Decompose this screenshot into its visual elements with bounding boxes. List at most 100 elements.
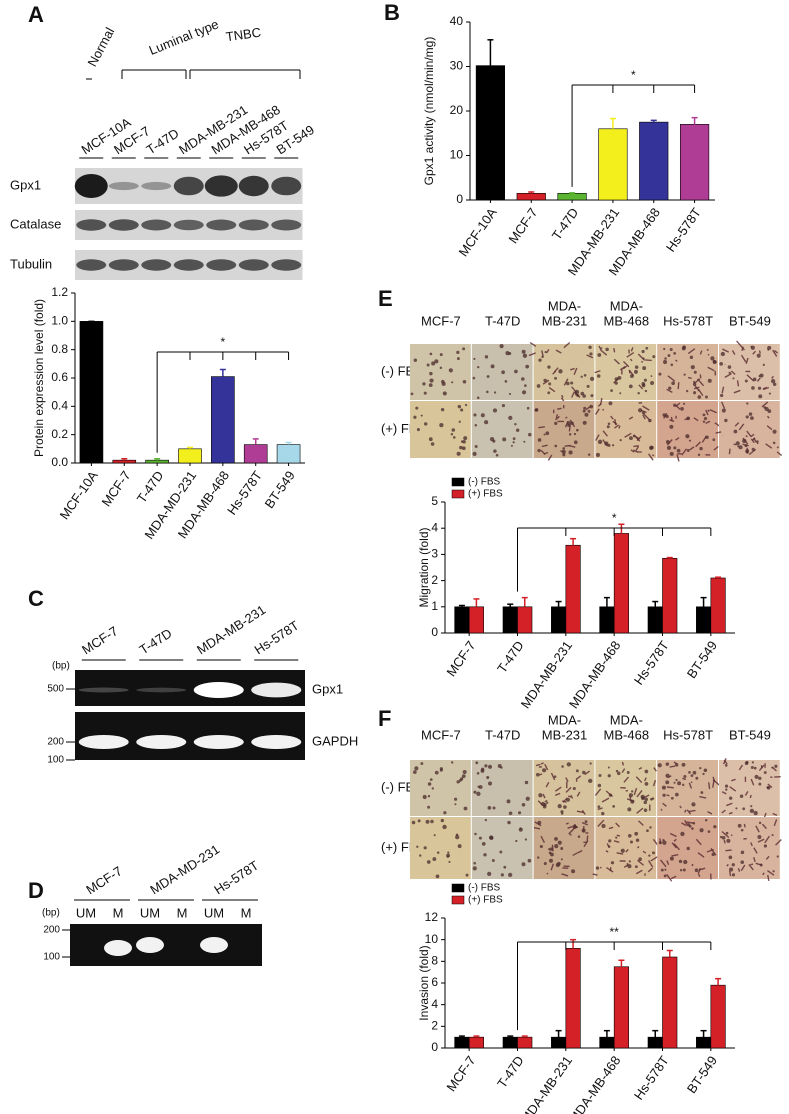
cell [484, 764, 488, 768]
column-label: MB-468 [604, 313, 650, 328]
band [173, 259, 204, 271]
cell [767, 874, 770, 881]
cell [624, 432, 632, 438]
cell [534, 408, 538, 412]
cell [723, 759, 728, 765]
cell [688, 782, 693, 789]
cell [505, 351, 510, 356]
cell [671, 854, 679, 857]
cell [419, 854, 422, 857]
cell [742, 443, 749, 447]
cell [686, 416, 690, 421]
micrograph [595, 817, 657, 879]
cell [576, 775, 582, 780]
cell [715, 431, 722, 434]
cell [553, 367, 559, 373]
cell [414, 766, 419, 771]
cell [667, 354, 671, 357]
cell [721, 830, 730, 839]
cell [600, 349, 608, 356]
cell [554, 444, 558, 448]
cell [608, 839, 612, 843]
cell [664, 868, 667, 871]
column-label: BT-549 [729, 727, 771, 742]
cell [589, 352, 593, 356]
cell [635, 838, 640, 842]
cell [441, 381, 446, 386]
cell [535, 772, 540, 777]
cell [435, 874, 440, 879]
cell [568, 424, 571, 432]
cell [560, 397, 565, 402]
cell [538, 358, 542, 362]
cell [416, 428, 420, 432]
cell [583, 406, 587, 410]
cell [548, 386, 556, 393]
cell [764, 835, 770, 844]
cell [462, 440, 466, 444]
cell [568, 827, 576, 835]
cell [557, 840, 562, 845]
cell [662, 840, 667, 845]
bar [599, 606, 615, 634]
cell [544, 763, 549, 771]
band [238, 259, 269, 271]
cell [643, 378, 647, 382]
cell [597, 807, 603, 811]
cell [434, 770, 439, 775]
cell [542, 379, 550, 385]
cell [567, 825, 573, 829]
cell [616, 834, 621, 837]
band [141, 259, 172, 271]
column-label: Hs-578T [663, 727, 713, 742]
cell [597, 353, 602, 357]
cell [697, 395, 702, 399]
significance: * [612, 511, 617, 525]
cell [724, 418, 728, 423]
bar [662, 558, 678, 634]
cell [666, 388, 673, 394]
band [271, 176, 302, 196]
bar [551, 606, 567, 634]
cell [750, 778, 755, 786]
cell [699, 766, 702, 770]
bar [276, 444, 301, 464]
cell [413, 770, 417, 774]
cell [478, 785, 483, 789]
cell [739, 794, 744, 798]
cell [729, 870, 732, 877]
cell [548, 382, 552, 386]
bar [145, 459, 169, 464]
cell [522, 353, 528, 358]
cell [665, 762, 670, 766]
cell [766, 786, 769, 789]
cell [693, 391, 697, 395]
cell [709, 409, 717, 414]
column-label: MDA- [610, 298, 643, 313]
cell [428, 437, 433, 442]
band [238, 219, 269, 231]
cell [562, 453, 566, 457]
cell [589, 376, 595, 381]
y-tick-label: 12 [425, 910, 439, 924]
cell [598, 345, 602, 351]
cell [548, 858, 553, 863]
cell [765, 443, 773, 449]
cell [648, 453, 654, 461]
cell [644, 777, 647, 782]
band [76, 259, 107, 271]
cell [569, 833, 572, 836]
cell [758, 375, 761, 378]
cell [474, 444, 478, 448]
cell [420, 762, 424, 765]
cell [574, 389, 580, 395]
band [108, 219, 139, 231]
cell [748, 448, 757, 456]
cell [458, 420, 461, 423]
cell [533, 826, 541, 830]
cell [610, 415, 614, 420]
cell [460, 408, 464, 412]
cell [768, 392, 771, 395]
cell [410, 392, 414, 396]
cell [461, 774, 466, 779]
